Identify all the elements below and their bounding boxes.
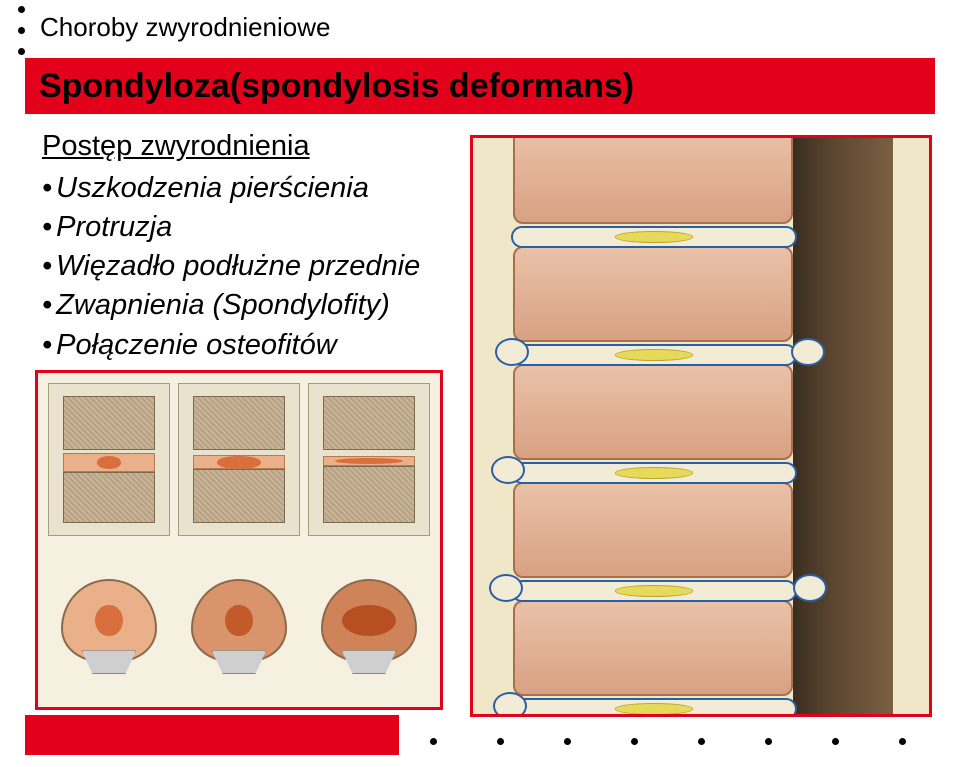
figure-spine-sagittal [470,135,932,717]
bullet-list: Uszkodzenia pierścienia Protruzja Więzad… [42,169,420,365]
vertebra-lateral-2 [178,383,300,536]
dot-icon [430,738,437,745]
dot-icon [899,738,906,745]
dot-icon [497,738,504,745]
subheading: Postęp zwyrodnienia [42,130,420,163]
page-title: Spondyloza(spondylosis deformans) [39,67,634,106]
vertebra-axial-3 [308,544,430,697]
dot-icon [631,738,638,745]
dot-icon [832,738,839,745]
dot-icon [765,738,772,745]
decor-dots-horizontal [430,738,960,745]
dot-icon [698,738,705,745]
dot-icon [564,738,571,745]
list-item: Uszkodzenia pierścienia [42,169,420,208]
list-item: Więzadło podłużne przednie [42,247,420,286]
dot-icon [18,27,25,34]
content-block: Postęp zwyrodnienia Uszkodzenia pierście… [42,130,420,365]
vertebra-axial-2 [178,544,300,697]
list-item: Połączenie osteofitów [42,326,420,365]
footer-accent-bar [25,715,399,755]
vertebra-lateral-1 [48,383,170,536]
figure-vertebra-stages [35,370,443,710]
dot-icon [18,48,25,55]
list-item: Protruzja [42,208,420,247]
decor-dots-vertical [18,6,25,55]
title-bar: Spondyloza(spondylosis deformans) [25,58,935,114]
breadcrumb: Choroby zwyrodnieniowe [40,12,330,43]
list-item: Zwapnienia (Spondylofity) [42,286,420,325]
vertebra-lateral-3 [308,383,430,536]
dot-icon [18,6,25,13]
vertebra-axial-1 [48,544,170,697]
